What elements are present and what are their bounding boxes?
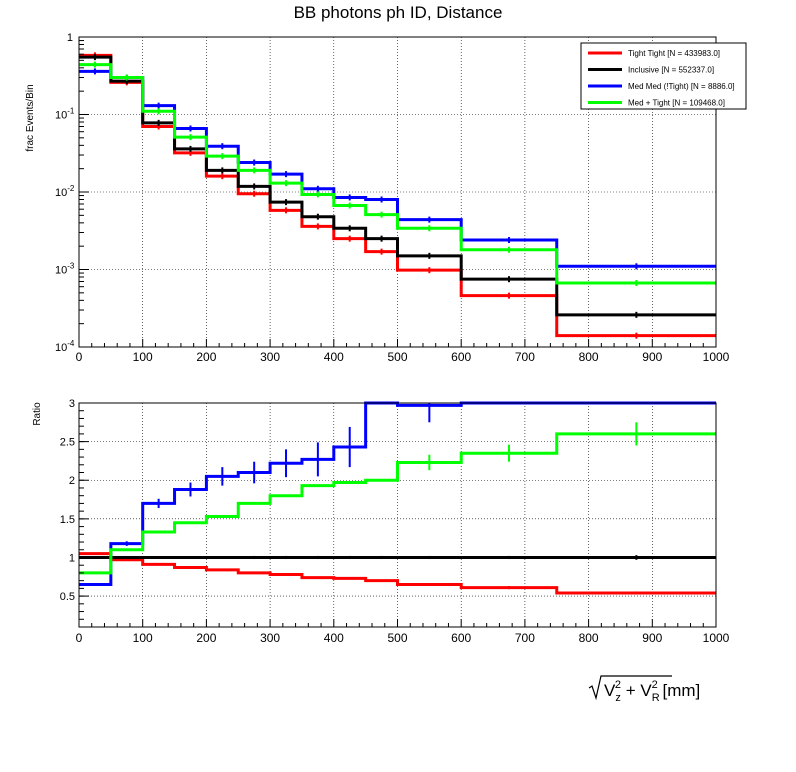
ratio-y-tick-label: 2.5: [60, 437, 75, 449]
top-y-tick-label: 10-1: [55, 107, 75, 122]
x-label-sub1: z: [615, 692, 621, 704]
top-axes: 0 100 200 300 400 500 600 700 800 900 1000 1 10-1 10-…: [55, 32, 730, 364]
ratio-x-tick-label: 0: [76, 631, 83, 645]
ratio-x-tick-label: 500: [387, 631, 407, 645]
ratio-series-line: [79, 552, 716, 595]
x-label-plus: +: [621, 681, 640, 700]
top-x-tick-label: 600: [451, 350, 471, 364]
x-label-unit: [mm]: [658, 681, 701, 700]
ratio-x-tick-label: 900: [642, 631, 662, 645]
ratio-x-tick-label: 1000: [703, 631, 730, 645]
ratio-x-tick-label: 600: [451, 631, 471, 645]
ratio-y-tick-label: 1: [69, 552, 75, 564]
top-x-tick-label: 1000: [703, 350, 730, 364]
ratio-y-tick-label: 3: [69, 398, 75, 410]
ratio-x-tick-label: 800: [579, 631, 599, 645]
ratio-x-tick-label: 400: [324, 631, 344, 645]
top-x-tick-label: 300: [260, 350, 280, 364]
x-label-sup2: 2: [652, 679, 658, 691]
ratio-x-tick-label: 200: [196, 631, 216, 645]
x-label-sup1: 2: [615, 679, 621, 691]
legend-entry: Inclusive [N = 552337.0]: [628, 66, 714, 75]
top-x-tick-label: 900: [642, 350, 662, 364]
top-y-tick-label: 10-4: [55, 339, 75, 354]
legend: Tight Tight [N = 433983.0] Inclusive [N =…: [580, 42, 747, 110]
ratio-y-tick-label: 1.5: [60, 514, 75, 526]
legend-entry: Med Med (!Tight) [N = 8886.0]: [628, 82, 735, 91]
ratio-series-line: [79, 401, 716, 587]
top-x-tick-label: 400: [324, 350, 344, 364]
x-label-sub2: R: [652, 692, 660, 704]
top-x-tick-label: 800: [579, 350, 599, 364]
legend-entry: Tight Tight [N = 433983.0]: [628, 49, 720, 58]
top-x-tick-label: 700: [515, 350, 535, 364]
top-x-tick-label: 200: [196, 350, 216, 364]
ratio-series: [79, 401, 716, 595]
top-series: [79, 52, 716, 339]
ratio-y-tick-label: 0.5: [60, 591, 75, 603]
top-x-tick-label: 500: [387, 350, 407, 364]
ratio-axes: 0 100 200 300 400 500 600 700 800 900 1000 0.5 1 1.5 2…: [60, 398, 730, 645]
top-x-tick-label: 100: [133, 350, 153, 364]
ratio-y-tick-label: 2: [69, 475, 75, 487]
x-label-v1: V: [604, 681, 616, 700]
ratio-x-tick-label: 300: [260, 631, 280, 645]
top-y-tick-label: 10-2: [55, 184, 75, 199]
sqrt-sign: [588, 675, 672, 701]
ratio-x-tick-label: 100: [133, 631, 153, 645]
x-axis-label: Vz2 + VR2 [mm]: [588, 675, 700, 704]
chart-title: BB photons ph ID, Distance: [294, 3, 503, 22]
legend-entry: Med + Tight [N = 109468.0]: [628, 99, 725, 108]
ratio-x-tick-label: 700: [515, 631, 535, 645]
top-x-tick-label: 0: [76, 350, 83, 364]
svg-text:Vz2 + VR2 [mm]: Vz2 + VR2 [mm]: [604, 679, 700, 704]
ratio-y-axis-label: Ratio: [32, 402, 43, 426]
ratio-series-line: [79, 432, 716, 575]
x-label-v2: V: [640, 681, 652, 700]
top-y-tick-label: 10-3: [55, 262, 75, 277]
top-y-axis-label: frac Events/Bin: [25, 84, 36, 151]
top-y-tick-label: 1: [67, 32, 73, 44]
